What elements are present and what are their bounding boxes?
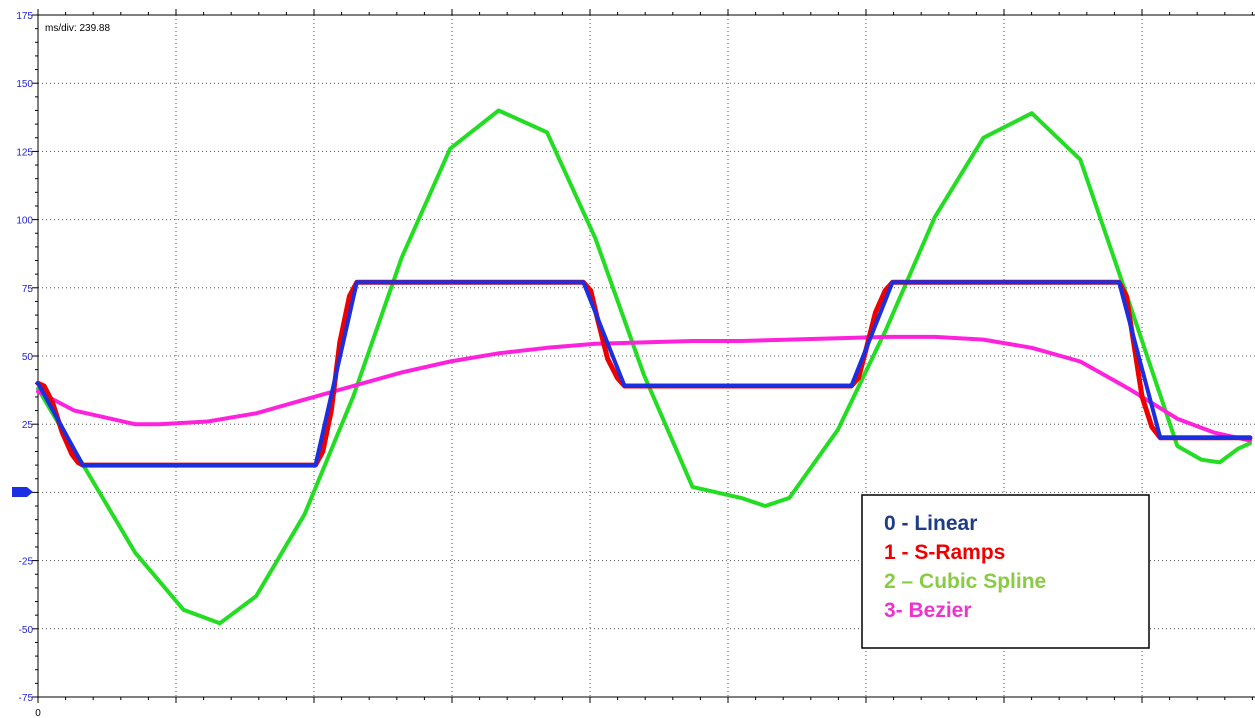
grid — [38, 15, 1255, 697]
axes — [32, 9, 1255, 703]
series-line-2 — [36, 108, 1252, 626]
series-lines — [35, 108, 1253, 626]
legend-entry-0: 0 - Linear — [884, 512, 977, 535]
series-line-0 — [36, 280, 1252, 468]
series-line-3 — [36, 334, 1252, 443]
y-tick-label: 75 — [22, 284, 34, 295]
zero-level-marker — [12, 487, 33, 497]
y-tick-label: 175 — [16, 11, 33, 22]
y-tick-label: 100 — [16, 216, 33, 227]
legend: 0 - Linear 1 - S-Ramps 2 – Cubic Spline 3- … — [861, 494, 1150, 649]
legend-entries: 0 - Linear 1 - S-Ramps 2 – Cubic Spline 3- … — [884, 512, 1046, 622]
legend-entry-2: 2 – Cubic Spline — [884, 570, 1046, 593]
legend-box — [861, 494, 1150, 649]
y-tick-label: -50 — [19, 625, 34, 636]
legend-entry-1: 1 - S-Ramps — [884, 541, 1005, 564]
y-tick-label: 125 — [16, 147, 33, 158]
series-line-1 — [35, 279, 1253, 468]
x-origin-label: 0 — [35, 708, 41, 718]
y-tick-label: 25 — [22, 420, 34, 431]
ms-per-div-readout: ms/div: 239.88 — [45, 23, 110, 34]
legend-entry-3: 3- Bezier — [884, 599, 972, 622]
y-tick-label: -25 — [19, 557, 34, 568]
tick-labels: 175 150 125 100 75 50 25 -25 -50 -75 — [16, 11, 33, 704]
y-tick-label: 150 — [16, 79, 33, 90]
y-tick-label: 50 — [22, 352, 34, 363]
y-tick-label: -75 — [19, 693, 34, 704]
